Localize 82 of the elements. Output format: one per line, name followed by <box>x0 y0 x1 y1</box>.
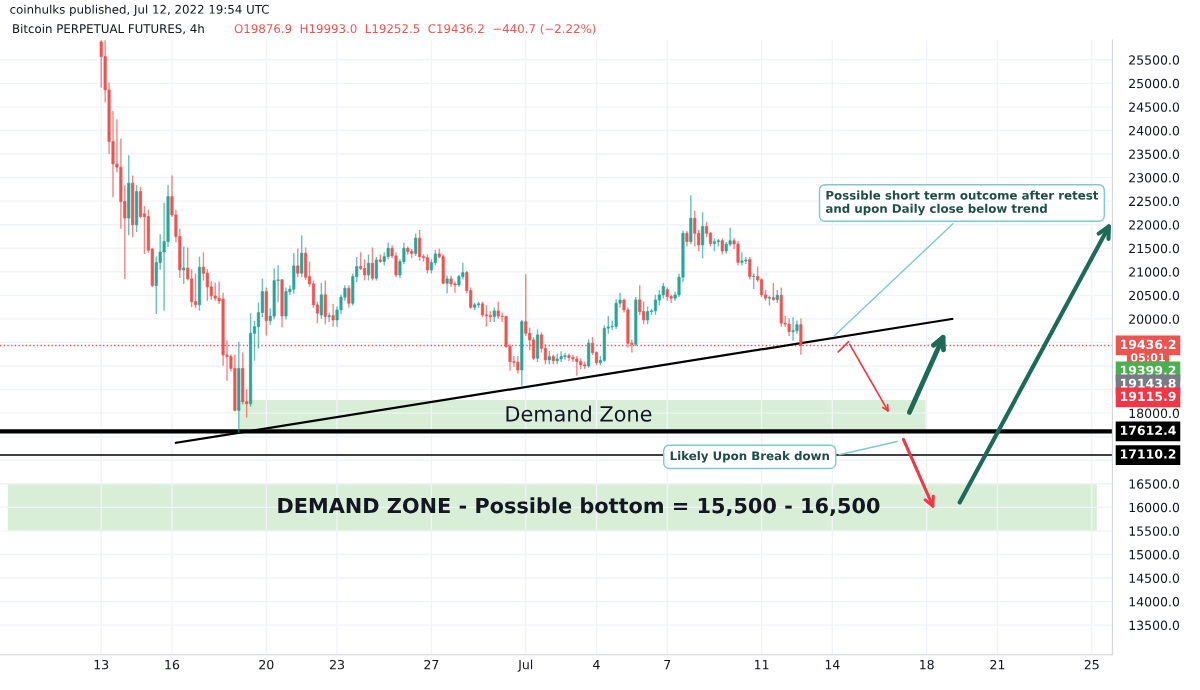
x-tick-label: 21 <box>990 659 1005 670</box>
candlestick <box>555 353 559 365</box>
y-tick-label: 20500.0 <box>1129 290 1180 301</box>
text: coinhulks published, Jul 12, 2022 19:54 UTC <box>10 4 269 17</box>
candlestick <box>587 339 591 368</box>
candlestick <box>363 259 367 281</box>
y-tick-label: 25500.0 <box>1129 55 1180 65</box>
candlestick <box>736 240 740 266</box>
y-tick-label: 22000.0 <box>1129 220 1180 230</box>
ref-line-label: 17612.4 <box>1120 425 1176 436</box>
y-tick-label: 13500.0 <box>1129 620 1180 631</box>
candlestick <box>536 329 540 363</box>
x-tick-label: 27 <box>424 659 439 670</box>
candlestick <box>300 235 304 278</box>
band-label: DEMAND ZONE - Possible bottom = 15,500 - 16,500 <box>278 497 880 517</box>
y-tick-label: 24000.0 <box>1129 125 1180 136</box>
y-tick-label: 14000.0 <box>1129 597 1180 607</box>
candlestick <box>292 253 296 294</box>
candlestick <box>740 252 744 266</box>
x-tick-label: 7 <box>664 660 671 670</box>
candlestick <box>347 285 351 308</box>
x-tick-label: 13 <box>94 659 109 670</box>
y-tick-label: 16500.0 <box>1129 479 1180 489</box>
y-tick-label: 24500.0 <box>1129 102 1180 112</box>
candlestick <box>319 282 323 319</box>
candlestick <box>194 273 198 309</box>
band-label: Demand Zone <box>506 405 652 422</box>
candlestick <box>323 280 327 325</box>
candlestick <box>748 256 752 280</box>
text: 19115.9 <box>1120 391 1176 402</box>
candlestick <box>418 230 422 261</box>
candlestick <box>484 305 488 327</box>
candlestick <box>689 195 693 245</box>
x-tick-label: Jul <box>517 659 533 672</box>
candlestick <box>445 275 449 294</box>
y-tick-label: 21000.0 <box>1129 267 1180 277</box>
candlestick <box>653 294 657 315</box>
candlestick <box>414 233 418 257</box>
candlestick <box>205 269 209 301</box>
candlestick <box>575 355 579 376</box>
candlestick <box>374 256 378 281</box>
candlestick <box>182 246 186 284</box>
candlestick <box>563 353 567 360</box>
candlestick <box>370 247 374 281</box>
y-tick-label: 20000.0 <box>1129 314 1180 324</box>
x-tick-label: 25 <box>1084 659 1099 670</box>
y-tick-label: 21500.0 <box>1129 243 1180 254</box>
candlestick <box>190 269 194 308</box>
y-tick-label: 16000.0 <box>1129 502 1180 513</box>
x-tick-label: 18 <box>920 659 934 670</box>
x-tick-label: 14 <box>825 660 840 670</box>
text: 19143.8 <box>1120 378 1176 389</box>
text: O19876.9 H19993.0 L19252.5 C19436.2 −440.7 (−2.22%) <box>234 23 596 35</box>
candlestick <box>559 351 563 363</box>
y-tick-label: 23500.0 <box>1129 149 1180 159</box>
x-tick-label: 20 <box>259 659 274 670</box>
ref-line-label: 19436.2 <box>1120 339 1176 350</box>
y-tick-label: 23000.0 <box>1129 173 1180 183</box>
x-tick-label: 16 <box>165 659 180 670</box>
candlestick <box>331 304 335 327</box>
y-tick-label: 18000.0 <box>1129 408 1180 419</box>
y-tick-label: 22500.0 <box>1129 196 1180 207</box>
y-tick-label: 15000.0 <box>1129 549 1180 560</box>
y-tick-label: 25000.0 <box>1129 78 1180 89</box>
candlestick <box>701 212 705 259</box>
chart-title: Bitcoin PERPETUAL FUTURES, 4h <box>13 23 204 35</box>
y-tick-label: 15500.0 <box>1129 526 1180 536</box>
annotation: Possible short term outcome after retest and upon Daily close below trend <box>825 190 1099 216</box>
annotation: Likely Upon Break down <box>670 451 829 463</box>
x-tick-label: 4 <box>593 660 600 670</box>
x-tick-label: 11 <box>755 660 769 670</box>
x-tick-label: 23 <box>330 659 345 670</box>
text: 19399.2 <box>1120 365 1176 376</box>
candlestick <box>642 301 646 325</box>
text: 05:01 <box>1130 353 1165 362</box>
candlestick <box>744 256 748 265</box>
candlestick <box>366 254 371 281</box>
y-tick-label: 14500.0 <box>1129 573 1180 583</box>
ref-line-label: 17110.2 <box>1120 449 1176 459</box>
candlestick <box>791 317 795 341</box>
candlestick <box>693 210 697 247</box>
candlestick <box>296 248 300 278</box>
